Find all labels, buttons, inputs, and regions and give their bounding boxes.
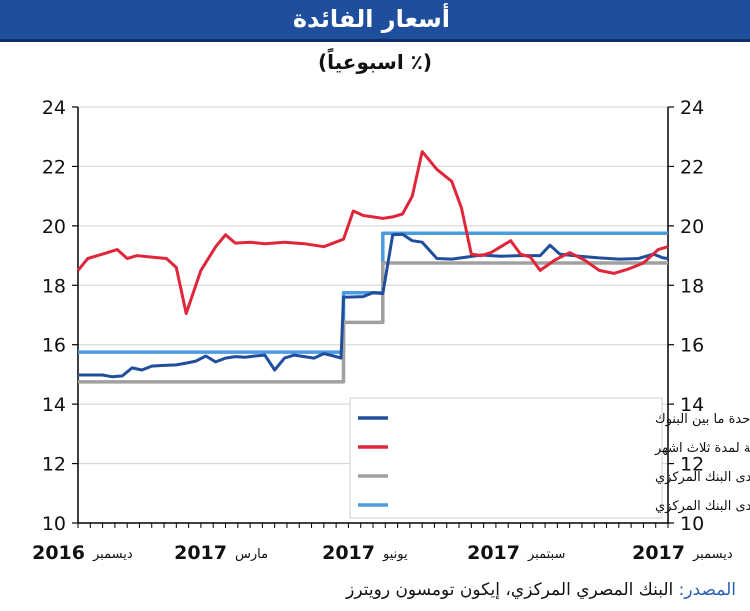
y-tick-label-left: 10	[42, 513, 66, 535]
title-bar: أسعار الفائدة	[0, 0, 750, 42]
y-tick-label-right: 14	[680, 394, 704, 416]
y-tick-label-left: 16	[42, 335, 66, 357]
source-label: المصدر:	[678, 580, 736, 600]
y-tick-label-right: 24	[680, 97, 704, 119]
y-tick-label-left: 18	[42, 275, 66, 297]
legend-box	[349, 397, 663, 519]
y-tick-label-right: 12	[680, 454, 704, 476]
y-tick-label-left: 24	[42, 97, 66, 119]
y-tick-label-right: 22	[680, 156, 704, 178]
chart-svg: 10 10 12 12 14 14 16 16 18 18 20 20 22 22 24 24 ديسمبر 20…	[32, 97, 750, 564]
series-line	[78, 232, 669, 379]
legend-label: الليلة الواحدة ما بين البنوك	[655, 412, 750, 427]
x-tick-label-month: ديسمبر	[692, 547, 733, 562]
legend-label: الاقراض لليلة واحدة لدى البنك المركزي	[655, 499, 750, 514]
x-tick-label-year: 2017	[632, 542, 685, 564]
y-tick-label-right: 18	[680, 275, 704, 297]
chart-title: أسعار الفائدة	[292, 5, 450, 33]
y-tick-label-left: 20	[42, 216, 66, 238]
series-line	[78, 231, 668, 354]
series-line	[78, 261, 668, 384]
source-line: المصدر: البنك المصري المركزي، إيكون تومس…	[346, 580, 736, 600]
x-tick-label-month: مارس	[235, 547, 268, 562]
legend-label: اذون الخزانة لمدة ثلاث اشهر	[654, 441, 750, 456]
x-tick-label-year: 2017	[322, 542, 375, 564]
x-tick-label-year: 2016	[32, 542, 85, 564]
x-tick-label-month: ديسمبر	[92, 547, 133, 562]
series-line	[76, 150, 669, 315]
x-tick-label-year: 2017	[174, 542, 227, 564]
x-tick-label-month: يونيو	[382, 547, 408, 562]
y-tick-label-left: 22	[42, 156, 66, 178]
x-tick-label-year: 2017	[467, 542, 520, 564]
y-tick-label-right: 16	[680, 335, 704, 357]
y-tick-label-right: 10	[680, 513, 704, 535]
source-text: البنك المصري المركزي، إيكون تومسون رويتر…	[346, 580, 674, 600]
chart-subtitle: (٪ اسبوعياً)	[317, 50, 432, 74]
x-tick-label-month: سبتمبر	[527, 547, 565, 562]
legend-label: الإيداع لليلة واحدة لدى البنك المركزي	[655, 470, 750, 485]
y-tick-label-left: 14	[42, 394, 66, 416]
y-tick-label-left: 12	[42, 454, 66, 476]
y-tick-label-right: 20	[680, 216, 704, 238]
